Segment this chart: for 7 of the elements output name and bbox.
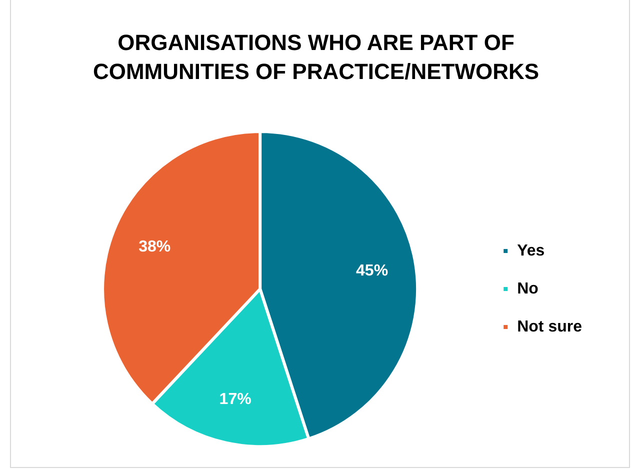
data-label: 38% [138, 238, 171, 256]
data-label: 17% [219, 391, 252, 408]
chart-title: ORGANISATIONS WHO ARE PART OF COMMUNITIES OF PRACTICE/NETWORKS [92, 29, 540, 86]
legend-label: Not sure [517, 318, 582, 336]
data-label: 45% [356, 262, 388, 280]
legend-label: No [517, 280, 539, 298]
legend-label: Yes [517, 242, 545, 260]
